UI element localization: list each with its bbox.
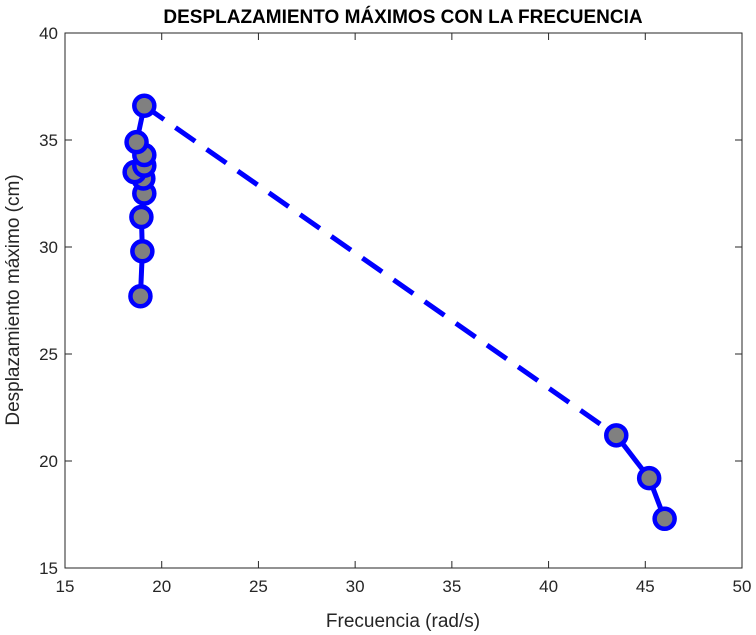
x-tick-label: 45 xyxy=(636,577,655,596)
plot-area xyxy=(64,32,743,569)
y-tick-label: 40 xyxy=(39,24,58,43)
x-tick-label: 15 xyxy=(56,577,75,596)
chart-title: DESPLAZAMIENTO MÁXIMOS CON LA FRECUENCIA xyxy=(163,6,643,28)
axis-ticks: 15 20 25 30 35 40 45 50 15 20 25 30 35 40 xyxy=(39,24,751,596)
y-tick-label: 25 xyxy=(39,345,58,364)
data-point xyxy=(124,129,149,155)
y-tick-label: 35 xyxy=(39,131,58,150)
data-point xyxy=(128,283,153,309)
x-tick-label: 30 xyxy=(346,577,365,596)
x-tick-label: 25 xyxy=(249,577,268,596)
data-point xyxy=(132,93,157,119)
x-tick-label: 40 xyxy=(539,577,558,596)
data-point xyxy=(652,506,677,532)
x-axis-label: Frecuencia (rad/s) xyxy=(326,611,480,632)
x-tick-label: 50 xyxy=(733,577,752,596)
data-point xyxy=(130,239,155,264)
data-point xyxy=(636,465,662,491)
series-segment-dashed xyxy=(142,103,618,438)
y-tick-label: 30 xyxy=(39,238,58,257)
data-point xyxy=(129,204,154,230)
x-tick-label: 20 xyxy=(152,577,171,596)
data-point xyxy=(604,423,629,448)
x-tick-label: 35 xyxy=(442,577,461,596)
y-axis-label: Desplazamiento máximo (cm) xyxy=(3,174,24,425)
y-tick-label: 15 xyxy=(39,559,58,578)
markers-layer xyxy=(122,93,677,532)
y-tick-label: 20 xyxy=(39,452,58,471)
